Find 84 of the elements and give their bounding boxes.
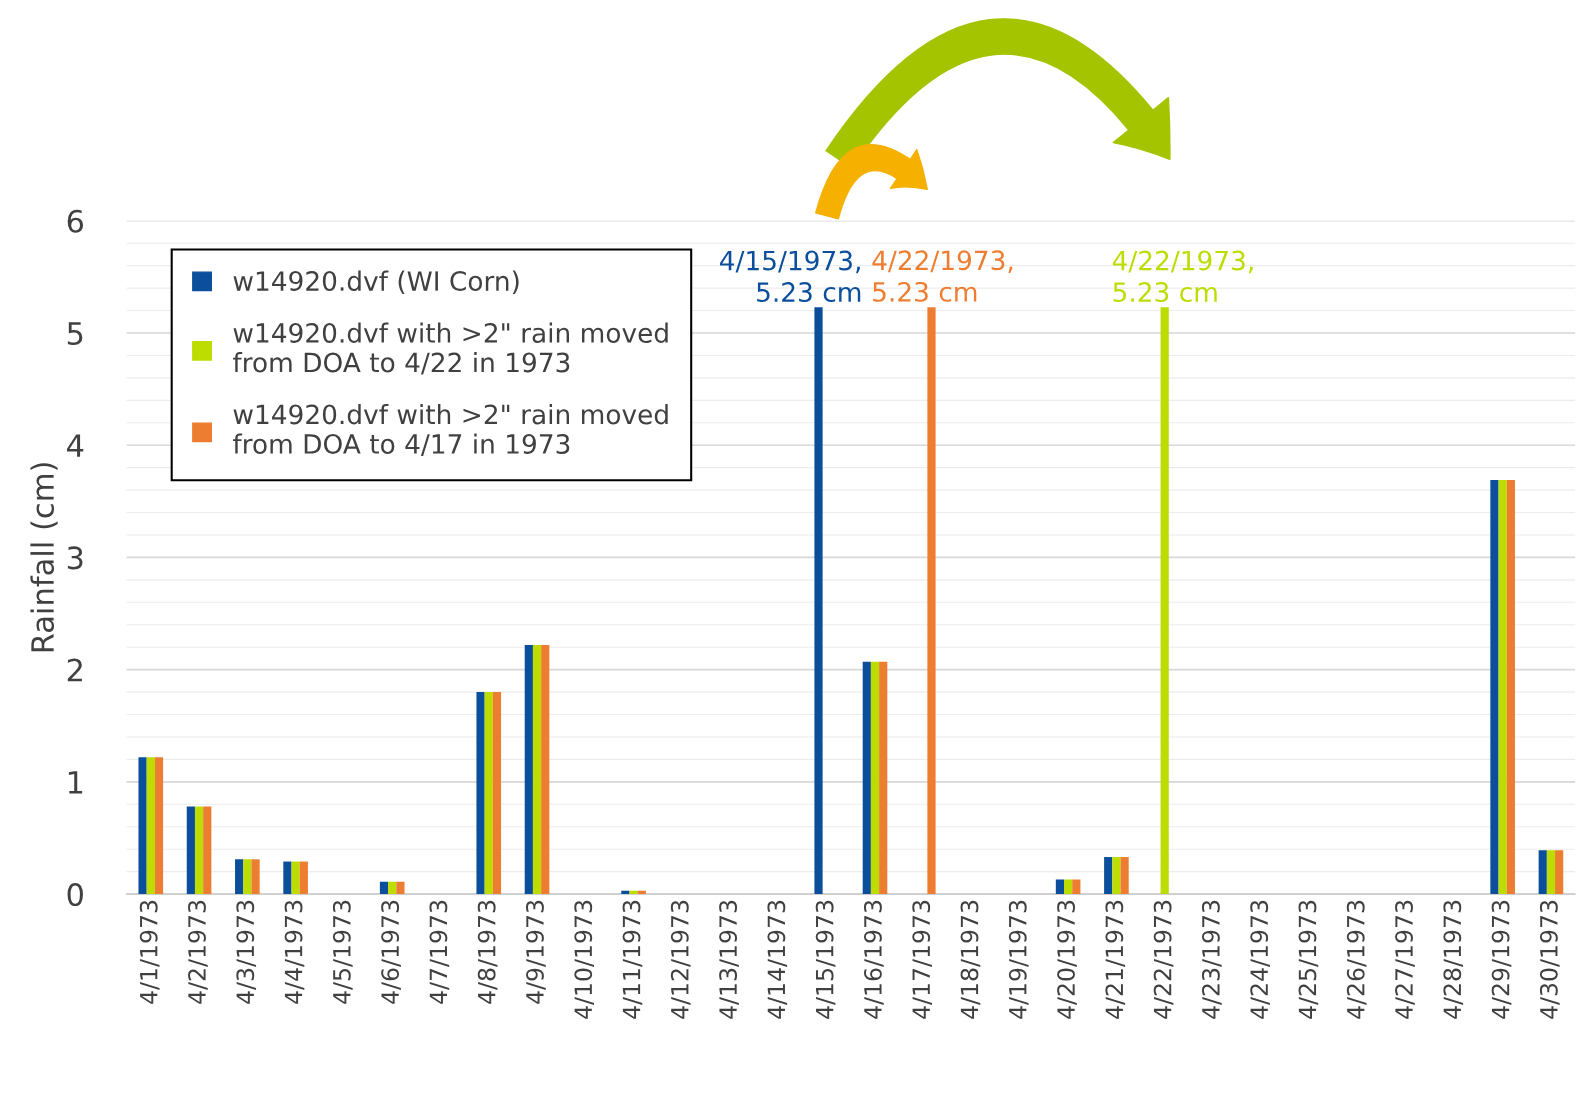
bar bbox=[1538, 850, 1547, 895]
x-tick-label: 4/1/1973 bbox=[139, 900, 160, 1004]
y-axis-title: Rainfall (cm) bbox=[30, 463, 58, 652]
x-tick-label: 4/18/1973 bbox=[960, 900, 981, 1019]
x-tick-label: 4/10/1973 bbox=[574, 900, 595, 1019]
y-tick-label: 2 bbox=[67, 658, 82, 682]
x-tick-label: 4/15/1973 bbox=[815, 900, 836, 1019]
bar bbox=[243, 859, 252, 895]
bar bbox=[283, 861, 292, 895]
x-tick-label: 4/30/1973 bbox=[1539, 900, 1560, 1019]
x-tick-label: 4/8/1973 bbox=[477, 900, 498, 1004]
x-tick-label: 4/2/1973 bbox=[188, 900, 208, 1004]
y-tick-label: 5 bbox=[67, 322, 83, 346]
bar bbox=[203, 806, 212, 895]
bar bbox=[1555, 850, 1564, 895]
bar bbox=[1072, 879, 1081, 895]
x-tick-label: 4/28/1973 bbox=[1443, 900, 1464, 1019]
x-tick-label: 4/17/1973 bbox=[912, 900, 932, 1019]
bar bbox=[1498, 480, 1507, 895]
bar bbox=[1506, 480, 1515, 895]
x-tick-label: 4/11/1973 bbox=[622, 900, 643, 1019]
bar bbox=[291, 861, 300, 895]
bar bbox=[1120, 857, 1129, 895]
bar bbox=[1546, 850, 1556, 895]
annotation: 4/15/1973, 5.23 cm bbox=[720, 250, 861, 303]
bar bbox=[379, 881, 389, 895]
x-tick-label: 4/13/1973 bbox=[719, 900, 739, 1019]
bar bbox=[484, 692, 493, 895]
x-tick-label: 4/23/1973 bbox=[1201, 900, 1222, 1019]
legend-label: w14920.dvf (WI Corn) bbox=[233, 270, 519, 295]
bar bbox=[138, 757, 147, 895]
x-tick-label: 4/20/1973 bbox=[1057, 900, 1077, 1019]
y-tick-label: 0 bbox=[67, 883, 83, 907]
x-tick-label: 4/29/1973 bbox=[1491, 900, 1512, 1019]
bar bbox=[629, 890, 638, 895]
x-tick-label: 4/4/1973 bbox=[284, 900, 305, 1004]
bar bbox=[251, 859, 260, 895]
bar bbox=[1104, 857, 1113, 895]
y-tick-label: 4 bbox=[67, 434, 84, 457]
y-tick-label: 6 bbox=[67, 209, 84, 233]
x-tick-label: 4/6/1973 bbox=[381, 900, 401, 1004]
x-tick-label: 4/14/1973 bbox=[767, 900, 788, 1019]
bar bbox=[524, 644, 533, 895]
bar bbox=[1112, 857, 1121, 895]
bar bbox=[388, 881, 397, 895]
bar bbox=[927, 307, 936, 895]
bar bbox=[235, 859, 244, 895]
x-tick-label: 4/9/1973 bbox=[526, 900, 546, 1004]
x-tick-label: 4/19/1973 bbox=[1008, 900, 1029, 1019]
legend-label: w14920.dvf with >2" rain moved from DOA to 4/22 in 1973 bbox=[233, 322, 668, 375]
bar bbox=[492, 692, 502, 895]
bar bbox=[299, 861, 308, 895]
bar bbox=[879, 661, 888, 895]
y-tick-label: 1 bbox=[68, 771, 83, 794]
x-tick-label: 4/27/1973 bbox=[1395, 900, 1415, 1019]
bar bbox=[862, 661, 871, 895]
x-tick-label: 4/16/1973 bbox=[863, 900, 884, 1019]
bar bbox=[541, 644, 550, 895]
x-tick-label: 4/22/1973 bbox=[1153, 900, 1174, 1019]
x-tick-label: 4/24/1973 bbox=[1250, 900, 1270, 1019]
bar bbox=[532, 644, 542, 895]
x-tick-label: 4/26/1973 bbox=[1346, 900, 1367, 1019]
bar bbox=[194, 806, 204, 895]
bar bbox=[814, 307, 823, 895]
bar bbox=[1055, 879, 1065, 895]
bar bbox=[396, 881, 405, 895]
bar bbox=[1064, 879, 1073, 895]
x-tick-label: 4/21/1973 bbox=[1105, 900, 1126, 1019]
x-tick-label: 4/5/1973 bbox=[332, 900, 353, 1004]
annotation: 4/22/1973, 5.23 cm bbox=[1112, 250, 1253, 303]
bar bbox=[186, 806, 195, 895]
x-tick-label: 4/25/1973 bbox=[1298, 900, 1319, 1019]
x-tick-label: 4/3/1973 bbox=[236, 900, 257, 1004]
x-tick-label: 4/7/1973 bbox=[429, 900, 450, 1004]
bar bbox=[870, 661, 880, 895]
bar bbox=[146, 757, 155, 895]
bar bbox=[154, 757, 164, 895]
bar bbox=[476, 692, 485, 895]
bar bbox=[1490, 480, 1499, 895]
annotation: 4/22/1973, 5.23 cm bbox=[872, 250, 1013, 302]
legend-label: w14920.dvf with >2" rain moved from DOA to 4/17 in 1973 bbox=[233, 403, 668, 457]
bar bbox=[1160, 307, 1169, 895]
y-tick-label: 3 bbox=[67, 546, 83, 570]
x-tick-label: 4/12/1973 bbox=[670, 900, 691, 1019]
